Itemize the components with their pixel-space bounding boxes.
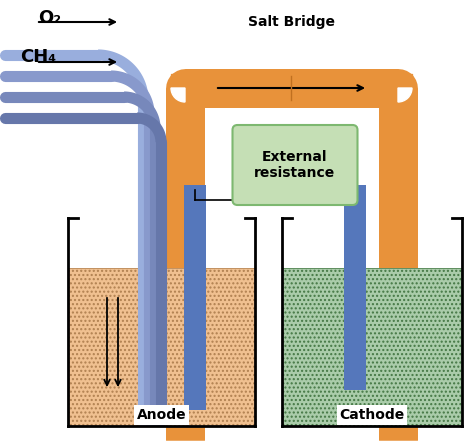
Bar xyxy=(184,185,206,410)
Bar xyxy=(68,268,255,426)
Bar xyxy=(282,268,462,426)
Text: Salt Bridge: Salt Bridge xyxy=(248,15,335,29)
Bar xyxy=(398,74,412,88)
Wedge shape xyxy=(171,88,185,102)
Wedge shape xyxy=(398,88,412,102)
Text: External
resistance: External resistance xyxy=(255,150,336,180)
Wedge shape xyxy=(171,74,185,88)
Bar xyxy=(68,268,255,426)
Wedge shape xyxy=(398,74,412,88)
Bar xyxy=(171,74,185,88)
Bar xyxy=(344,185,366,390)
FancyBboxPatch shape xyxy=(233,125,357,205)
Text: O₂: O₂ xyxy=(38,9,61,27)
Text: CH₄: CH₄ xyxy=(20,48,56,66)
Text: Cathode: Cathode xyxy=(339,408,405,422)
Bar xyxy=(282,268,462,426)
Text: Anode: Anode xyxy=(137,408,186,422)
